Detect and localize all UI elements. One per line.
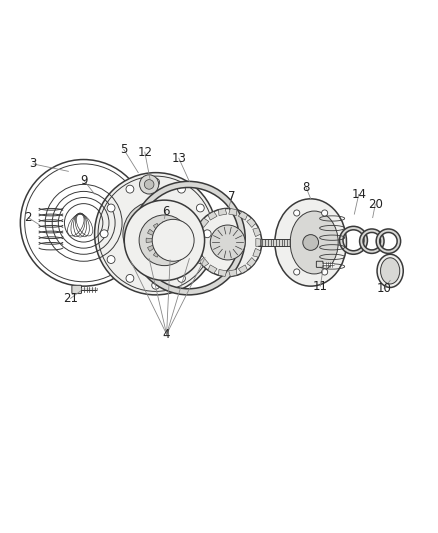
Polygon shape: [194, 239, 200, 246]
Circle shape: [321, 269, 328, 275]
Text: 10: 10: [377, 282, 392, 295]
Text: 9: 9: [80, 174, 88, 187]
FancyBboxPatch shape: [72, 285, 81, 294]
Text: 6: 6: [162, 205, 170, 219]
Circle shape: [210, 225, 245, 260]
Text: 3: 3: [29, 157, 37, 171]
Circle shape: [124, 200, 205, 280]
Ellipse shape: [381, 258, 400, 284]
Circle shape: [145, 180, 154, 189]
Polygon shape: [219, 208, 227, 215]
Circle shape: [95, 173, 217, 295]
Text: 4: 4: [163, 328, 170, 341]
FancyBboxPatch shape: [316, 261, 323, 268]
Circle shape: [20, 159, 147, 286]
Circle shape: [177, 274, 185, 282]
Circle shape: [196, 256, 204, 263]
Wedge shape: [148, 240, 164, 252]
Polygon shape: [200, 257, 209, 267]
Wedge shape: [164, 240, 176, 257]
Ellipse shape: [377, 254, 403, 287]
Wedge shape: [153, 223, 164, 240]
Polygon shape: [238, 212, 247, 220]
Wedge shape: [164, 240, 181, 252]
Polygon shape: [247, 218, 256, 228]
Wedge shape: [132, 181, 245, 295]
Polygon shape: [247, 257, 256, 267]
Text: 5: 5: [120, 143, 127, 156]
Polygon shape: [238, 265, 247, 273]
Circle shape: [139, 215, 190, 265]
Wedge shape: [339, 227, 367, 254]
Circle shape: [107, 204, 115, 212]
Polygon shape: [253, 228, 261, 237]
Wedge shape: [153, 240, 164, 257]
Wedge shape: [376, 229, 401, 253]
Text: 13: 13: [171, 152, 186, 165]
Circle shape: [293, 269, 300, 275]
Polygon shape: [208, 212, 217, 220]
Wedge shape: [360, 229, 384, 253]
Polygon shape: [200, 218, 209, 228]
Text: 14: 14: [351, 188, 366, 201]
Circle shape: [196, 204, 204, 212]
Wedge shape: [164, 229, 181, 240]
Wedge shape: [162, 222, 166, 240]
Circle shape: [126, 274, 134, 282]
Text: 7: 7: [228, 190, 236, 203]
Polygon shape: [253, 248, 261, 257]
Circle shape: [123, 201, 188, 266]
Circle shape: [107, 256, 115, 263]
Ellipse shape: [275, 199, 346, 286]
Polygon shape: [229, 270, 237, 277]
Circle shape: [203, 230, 211, 238]
Text: 11: 11: [313, 280, 328, 293]
Circle shape: [152, 220, 194, 261]
Text: 2: 2: [25, 211, 32, 224]
Wedge shape: [164, 238, 183, 243]
Polygon shape: [219, 270, 227, 277]
Text: 20: 20: [368, 198, 383, 211]
Ellipse shape: [290, 211, 338, 274]
Circle shape: [152, 179, 159, 186]
Circle shape: [293, 210, 300, 216]
Text: 12: 12: [137, 146, 152, 159]
Bar: [258, 239, 291, 246]
Polygon shape: [208, 265, 217, 273]
Circle shape: [194, 208, 262, 277]
Wedge shape: [146, 238, 164, 243]
Wedge shape: [164, 223, 176, 240]
Circle shape: [177, 185, 185, 193]
Circle shape: [303, 235, 318, 251]
Text: 8: 8: [303, 181, 310, 195]
Wedge shape: [162, 240, 166, 259]
Text: 21: 21: [63, 292, 78, 305]
Circle shape: [100, 230, 108, 238]
Polygon shape: [229, 208, 237, 215]
Circle shape: [140, 175, 159, 194]
Circle shape: [127, 205, 184, 262]
Polygon shape: [256, 239, 261, 246]
Circle shape: [126, 185, 134, 193]
Circle shape: [321, 210, 328, 216]
Wedge shape: [148, 229, 164, 240]
Circle shape: [152, 281, 159, 289]
Polygon shape: [195, 228, 203, 237]
Polygon shape: [195, 248, 203, 257]
